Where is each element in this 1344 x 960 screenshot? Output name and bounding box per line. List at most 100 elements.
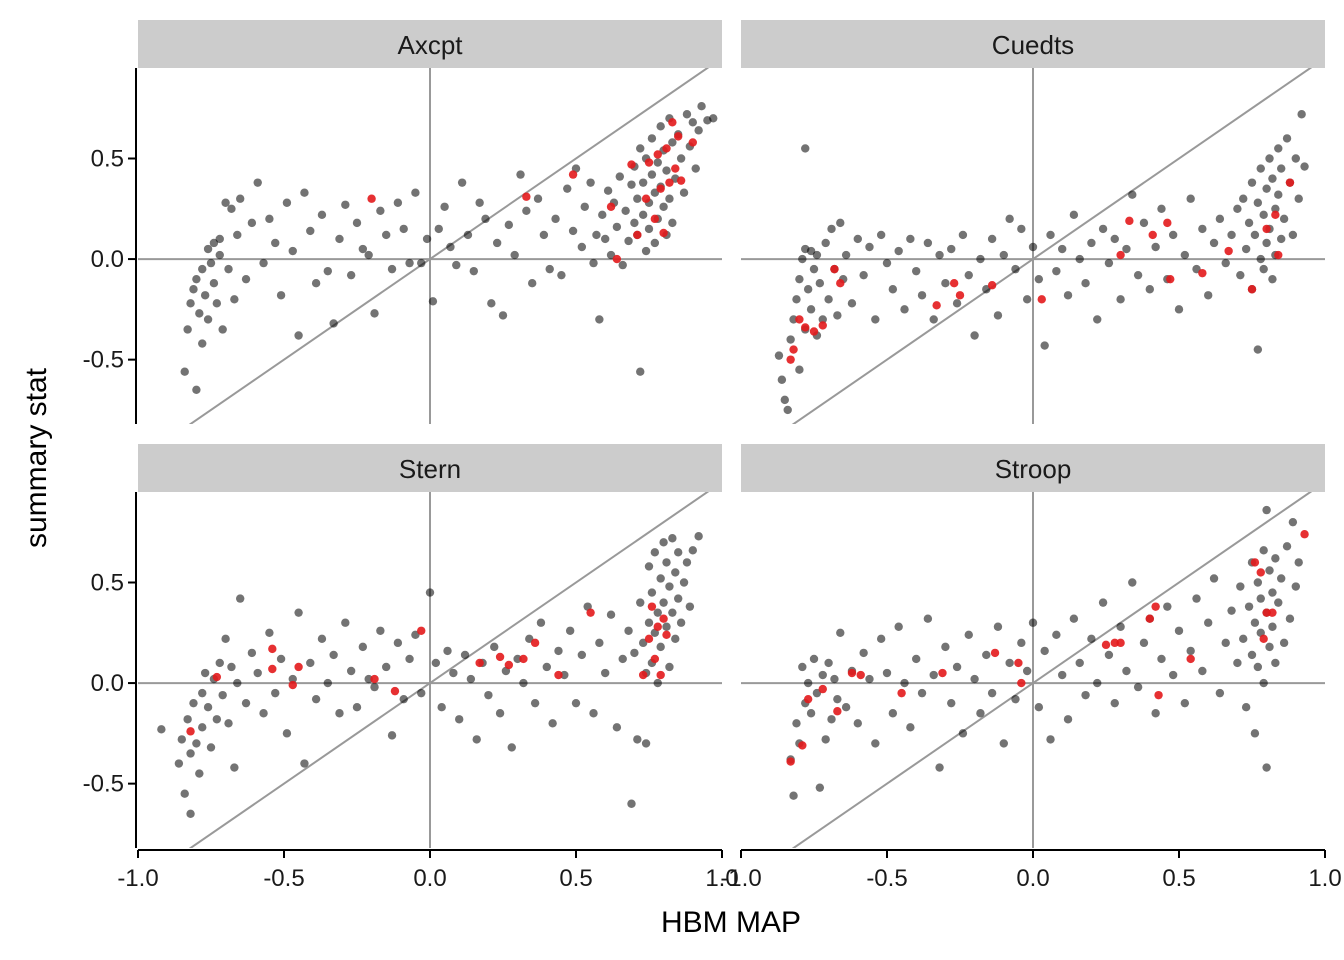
data-point bbox=[1081, 279, 1090, 288]
data-point bbox=[847, 299, 857, 308]
y-tick-label: 0.5 bbox=[91, 146, 124, 173]
data-point bbox=[259, 258, 268, 268]
highlighted-point bbox=[390, 686, 400, 696]
data-point bbox=[1174, 305, 1184, 314]
highlighted-point bbox=[1125, 216, 1134, 226]
highlighted-point bbox=[1274, 250, 1283, 260]
data-point bbox=[189, 698, 198, 708]
data-point bbox=[993, 622, 1003, 631]
data-point bbox=[1253, 345, 1263, 354]
data-point bbox=[352, 703, 362, 712]
data-point bbox=[653, 678, 662, 688]
data-point bbox=[1075, 658, 1084, 668]
data-point bbox=[1069, 614, 1079, 623]
highlighted-point bbox=[1037, 295, 1046, 304]
data-point bbox=[812, 250, 822, 260]
data-point bbox=[230, 295, 239, 304]
highlighted-point bbox=[665, 178, 674, 187]
highlighted-point bbox=[653, 150, 662, 159]
data-point bbox=[236, 594, 245, 603]
data-point bbox=[519, 678, 528, 688]
data-point bbox=[203, 703, 213, 712]
data-point bbox=[446, 242, 455, 252]
data-point bbox=[221, 634, 230, 644]
data-point bbox=[633, 735, 642, 744]
data-point bbox=[1291, 582, 1301, 591]
data-point bbox=[777, 375, 787, 384]
data-point bbox=[209, 238, 219, 248]
data-point bbox=[688, 546, 697, 555]
data-point bbox=[647, 134, 657, 143]
data-point bbox=[1209, 238, 1219, 248]
data-point bbox=[697, 102, 706, 111]
data-point bbox=[993, 311, 1003, 320]
data-point bbox=[674, 594, 683, 603]
data-point bbox=[606, 610, 616, 619]
data-point bbox=[941, 279, 950, 288]
data-point bbox=[417, 688, 426, 698]
data-point bbox=[912, 266, 921, 276]
highlighted-point bbox=[674, 132, 683, 141]
highlighted-point bbox=[1247, 285, 1257, 294]
y-tick-label: 0.5 bbox=[91, 570, 124, 597]
highlighted-point bbox=[1101, 640, 1111, 650]
highlighted-point bbox=[897, 688, 906, 698]
data-point bbox=[830, 674, 839, 684]
data-point bbox=[900, 305, 909, 314]
data-point bbox=[1075, 254, 1084, 264]
data-point bbox=[1040, 341, 1049, 350]
data-point bbox=[203, 315, 213, 324]
data-point bbox=[656, 642, 665, 652]
highlighted-point bbox=[676, 176, 686, 185]
data-point bbox=[1040, 646, 1049, 656]
highlighted-point bbox=[367, 194, 376, 203]
data-point bbox=[230, 763, 239, 772]
data-point bbox=[798, 662, 807, 672]
data-point bbox=[947, 698, 956, 708]
y-tick-label: 0.0 bbox=[91, 670, 124, 697]
data-point bbox=[198, 688, 207, 698]
data-point bbox=[180, 367, 189, 376]
data-point bbox=[1168, 230, 1178, 240]
data-point bbox=[425, 588, 435, 597]
data-point bbox=[533, 194, 543, 203]
data-point bbox=[276, 654, 286, 664]
data-point bbox=[346, 666, 356, 676]
data-point bbox=[821, 238, 830, 248]
data-point bbox=[806, 709, 816, 718]
reference-line-identity bbox=[791, 68, 1313, 424]
y-tick-label: -0.5 bbox=[83, 347, 124, 374]
data-point bbox=[688, 118, 697, 127]
data-point bbox=[227, 204, 236, 213]
data-point bbox=[525, 634, 534, 644]
data-point bbox=[624, 236, 633, 246]
data-point bbox=[1093, 678, 1102, 688]
highlighted-point bbox=[186, 727, 195, 736]
data-point bbox=[548, 719, 557, 728]
highlighted-point bbox=[656, 670, 665, 680]
highlighted-point bbox=[1186, 654, 1195, 664]
data-point bbox=[1288, 230, 1298, 240]
data-point bbox=[1163, 602, 1172, 611]
data-point bbox=[306, 226, 315, 236]
data-point bbox=[253, 668, 262, 678]
highlighted-point bbox=[653, 622, 662, 631]
data-point bbox=[157, 725, 166, 734]
data-point bbox=[358, 642, 368, 652]
highlighted-point bbox=[641, 194, 651, 203]
highlighted-point bbox=[987, 281, 997, 290]
facet-panel-stern: Stern -0.5 0.0 0.5 -1.0 -0.5 0.0 0.5 1.0 bbox=[83, 444, 739, 892]
data-point bbox=[411, 188, 420, 197]
highlighted-point bbox=[856, 670, 865, 680]
highlighted-point bbox=[417, 626, 426, 635]
data-point bbox=[612, 723, 622, 732]
data-point bbox=[183, 715, 192, 724]
data-point bbox=[1116, 295, 1125, 304]
data-point bbox=[876, 230, 886, 240]
data-point bbox=[1253, 578, 1263, 587]
data-point bbox=[964, 630, 973, 640]
data-point bbox=[577, 650, 587, 660]
data-point bbox=[1262, 505, 1271, 515]
data-point bbox=[668, 534, 677, 543]
